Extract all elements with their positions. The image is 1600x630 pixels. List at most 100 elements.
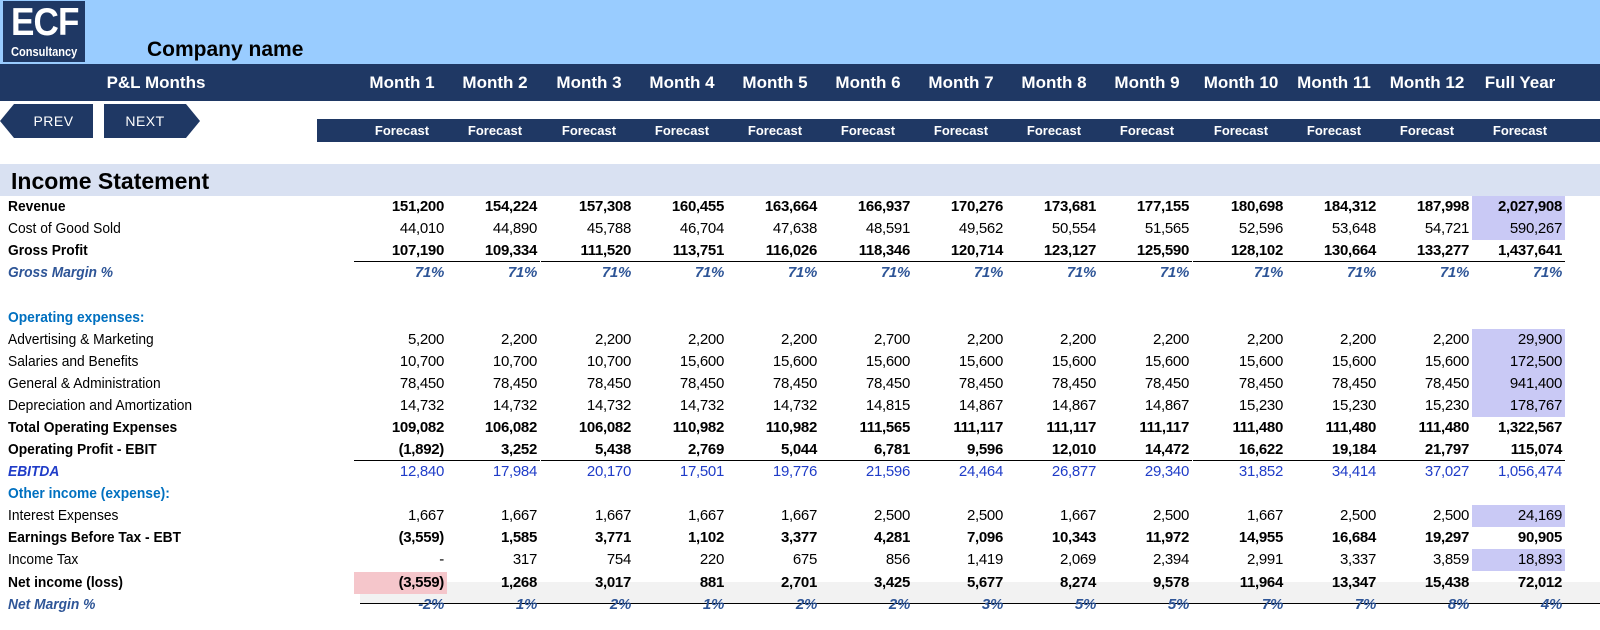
table-cell[interactable]: 1,667 (1059, 507, 1096, 524)
table-cell[interactable]: 51,565 (1144, 220, 1189, 237)
table-cell[interactable]: 10,700 (586, 353, 631, 370)
table-cell[interactable]: 71% (507, 264, 537, 281)
table-cell[interactable]: 163,664 (764, 198, 817, 215)
table-cell[interactable]: 675 (792, 551, 817, 568)
table-cell[interactable]: 15,438 (1424, 574, 1469, 591)
table-cell[interactable]: 2% (888, 596, 910, 613)
table-cell[interactable]: 2,200 (500, 331, 537, 348)
table-cell[interactable]: 7% (1261, 596, 1283, 613)
table-cell[interactable]: 941,400 (1472, 373, 1565, 395)
table-cell[interactable]: 2,500 (1152, 507, 1189, 524)
table-cell[interactable]: 29,900 (1472, 329, 1565, 351)
table-cell[interactable]: 10,700 (492, 353, 537, 370)
table-cell[interactable]: (3,559) (398, 529, 445, 546)
table-cell[interactable]: 71% (1159, 264, 1189, 281)
table-cell[interactable]: 78,450 (586, 375, 631, 392)
table-cell[interactable]: 15,600 (1051, 353, 1096, 370)
table-cell[interactable]: 106,082 (484, 419, 537, 436)
table-cell[interactable]: 16,622 (1193, 439, 1286, 461)
table-cell[interactable]: 1% (515, 596, 537, 613)
table-cell[interactable]: 34,414 (1331, 463, 1376, 480)
table-cell[interactable]: 109,082 (391, 419, 444, 436)
table-cell[interactable]: 12,010 (1006, 439, 1099, 461)
table-cell[interactable]: - (439, 551, 444, 568)
table-cell[interactable]: 2,200 (687, 331, 724, 348)
table-cell[interactable]: 5,044 (727, 439, 820, 461)
table-cell[interactable]: 3,017 (594, 574, 631, 591)
table-cell[interactable]: 2,500 (1432, 507, 1469, 524)
table-cell[interactable]: 3,425 (873, 574, 910, 591)
table-cell[interactable]: 881 (699, 574, 724, 591)
table-cell[interactable]: 15,600 (1238, 353, 1283, 370)
table-cell[interactable]: 111,480 (1325, 419, 1377, 436)
table-cell[interactable]: 14,867 (1144, 397, 1189, 414)
table-cell[interactable]: 14,955 (1238, 529, 1283, 546)
table-cell[interactable]: 1,268 (500, 574, 537, 591)
table-cell[interactable]: 8% (1447, 596, 1469, 613)
table-cell[interactable]: 17,501 (679, 463, 724, 480)
table-cell[interactable]: 220 (699, 551, 724, 568)
table-cell[interactable]: 4,281 (873, 529, 910, 546)
table-cell[interactable]: 46,704 (679, 220, 724, 237)
table-cell[interactable]: 10,700 (399, 353, 444, 370)
table-cell[interactable]: 14,732 (679, 397, 724, 414)
table-cell[interactable]: 2,200 (1246, 331, 1283, 348)
table-cell[interactable]: 14,867 (1051, 397, 1096, 414)
table-cell[interactable]: 2,769 (634, 439, 727, 461)
table-cell[interactable]: 78,450 (399, 375, 444, 392)
table-cell[interactable]: 2,027,908 (1472, 196, 1565, 218)
table-cell[interactable]: 48,591 (865, 220, 910, 237)
table-cell[interactable]: 2,200 (1339, 331, 1376, 348)
table-cell[interactable]: 15,600 (1144, 353, 1189, 370)
table-cell[interactable]: 13,347 (1331, 574, 1376, 591)
table-cell[interactable]: 111,480 (1232, 419, 1284, 436)
table-cell[interactable]: 14,815 (865, 397, 910, 414)
table-cell[interactable]: 3,771 (594, 529, 631, 546)
table-cell[interactable]: 45,788 (586, 220, 631, 237)
table-cell[interactable]: 78,450 (1144, 375, 1189, 392)
table-cell[interactable]: (1,892) (354, 439, 447, 461)
table-cell[interactable]: 151,200 (391, 198, 444, 215)
table-cell[interactable]: 2,200 (1059, 331, 1096, 348)
table-cell[interactable]: 157,308 (578, 198, 631, 215)
table-cell[interactable]: 7,096 (966, 529, 1003, 546)
table-cell[interactable]: 110,982 (672, 419, 725, 436)
table-cell[interactable]: 5,677 (966, 574, 1003, 591)
table-cell[interactable]: 16,684 (1331, 529, 1376, 546)
table-cell[interactable]: 24,464 (958, 463, 1003, 480)
table-cell[interactable]: 14,732 (492, 397, 537, 414)
table-cell[interactable]: 37,027 (1424, 463, 1469, 480)
table-cell[interactable]: 130,664 (1286, 240, 1379, 262)
table-cell[interactable]: 1% (702, 596, 724, 613)
table-cell[interactable]: 2,701 (780, 574, 817, 591)
table-cell[interactable]: 71% (1253, 264, 1283, 281)
table-cell[interactable]: 178,767 (1472, 395, 1565, 417)
table-cell[interactable]: 14,732 (399, 397, 444, 414)
table-cell[interactable]: 2,200 (1152, 331, 1189, 348)
table-cell[interactable]: 170,276 (950, 198, 1003, 215)
table-cell[interactable]: 1,667 (594, 507, 631, 524)
table-cell[interactable]: 120,714 (913, 240, 1006, 262)
table-cell[interactable]: 78,450 (772, 375, 817, 392)
table-cell[interactable]: 110,982 (765, 419, 818, 436)
table-cell[interactable]: 1,667 (687, 507, 724, 524)
table-cell[interactable]: 15,230 (1238, 397, 1283, 414)
table-cell[interactable]: 90,905 (1517, 529, 1562, 546)
table-cell[interactable]: 1,437,641 (1472, 240, 1565, 262)
table-cell[interactable]: 118,346 (820, 240, 913, 262)
table-cell[interactable]: 1,102 (687, 529, 724, 546)
table-cell[interactable]: 2,200 (1432, 331, 1469, 348)
table-cell[interactable]: 31,852 (1238, 463, 1283, 480)
table-cell[interactable]: 15,600 (1424, 353, 1469, 370)
table-cell[interactable]: 2% (795, 596, 817, 613)
table-cell[interactable]: 856 (885, 551, 910, 568)
table-cell[interactable]: -2% (418, 596, 444, 613)
table-cell[interactable]: 50,554 (1051, 220, 1096, 237)
table-cell[interactable]: 111,480 (1418, 419, 1470, 436)
table-cell[interactable]: 44,010 (399, 220, 444, 237)
table-cell[interactable]: 3% (981, 596, 1003, 613)
table-cell[interactable]: 123,127 (1006, 240, 1099, 262)
table-cell[interactable]: 754 (606, 551, 631, 568)
table-cell[interactable]: 15,230 (1424, 397, 1469, 414)
table-cell[interactable]: 29,340 (1144, 463, 1189, 480)
